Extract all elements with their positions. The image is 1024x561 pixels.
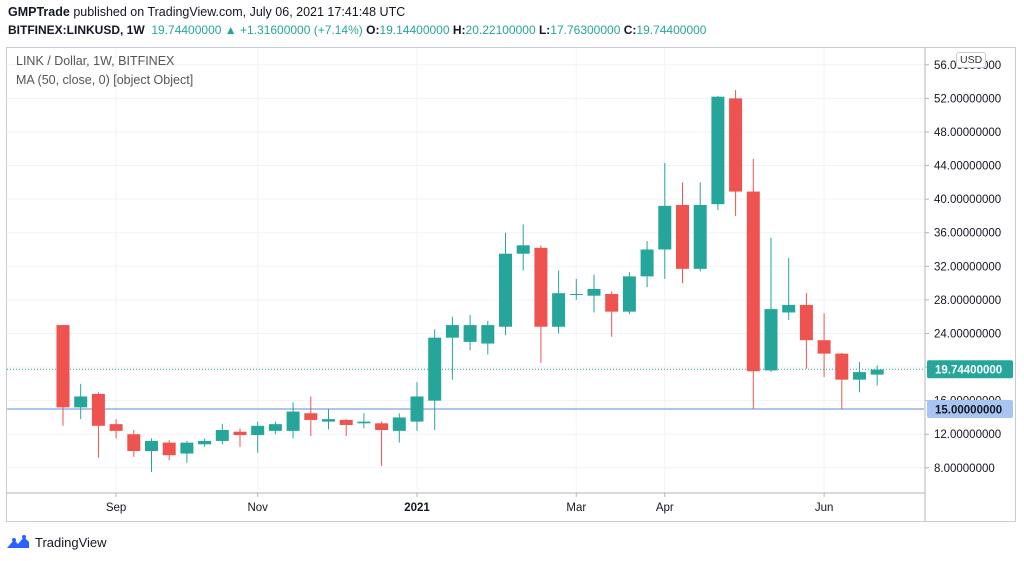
up-arrow-icon: ▲	[224, 23, 237, 37]
candle-body-up	[392, 417, 406, 431]
candle-body-down	[91, 393, 105, 426]
candle-body-up	[853, 372, 866, 380]
x-tick-label: Mar	[566, 502, 586, 514]
x-tick-label: Sep	[106, 502, 126, 514]
x-tick-label: Nov	[247, 502, 268, 514]
candle-body-down	[109, 424, 123, 431]
chart-frame	[6, 47, 1016, 522]
candle-body-up	[198, 440, 212, 445]
candle-body-up	[322, 419, 335, 422]
candle-body-up	[499, 253, 512, 327]
published-text: published on TradingView.com, July 06, 2…	[73, 5, 406, 19]
footer-brand-label: TradingView	[35, 534, 107, 550]
candle-body-down	[56, 325, 70, 408]
candle-body-up	[180, 442, 194, 454]
candle-body-up	[552, 293, 566, 327]
tradingview-logo-icon	[7, 535, 29, 548]
indicator-legend: MA (50, close, 0) [object Object]	[16, 73, 194, 87]
candle-body-down	[233, 431, 247, 436]
last-price-tag	[927, 360, 1013, 379]
candle-body-up	[357, 421, 371, 424]
candle-body-up	[870, 369, 884, 375]
last-price-tag-label: 19.74400000	[935, 365, 1002, 377]
candle-body-up	[569, 294, 583, 296]
publish-line: GMPTrade published on TradingView.com, J…	[8, 5, 405, 19]
candle-body-down	[304, 413, 318, 420]
candle-body-up	[640, 249, 654, 277]
candle-body-up	[658, 205, 672, 250]
close-value: 19.74400000	[636, 23, 707, 37]
candle-body-down	[534, 247, 548, 327]
support-price-tag	[927, 400, 1013, 419]
y-tick-label: 48.00000000	[934, 127, 1001, 139]
y-tick-label: 52.00000000	[934, 93, 1001, 105]
candle-body-up	[711, 96, 725, 205]
candle-body-up	[693, 205, 707, 269]
candle-body-down	[746, 191, 760, 372]
candle-body-down	[835, 353, 849, 380]
x-tick-label: 2021	[404, 502, 430, 514]
candle-body-down	[339, 419, 353, 425]
high-value: 20.22100000	[465, 23, 536, 37]
support-price-tag-label: 15.00000000	[935, 405, 1002, 417]
candle-body-down	[162, 442, 176, 456]
candle-body-up	[463, 325, 477, 342]
y-tick-label: 36.00000000	[934, 228, 1001, 240]
ohlc-line: BITFINEX:LINKUSD, 1W 19.74400000 ▲ +1.31…	[8, 23, 706, 37]
candle-body-up	[622, 276, 636, 312]
y-tick-label: 28.00000000	[934, 295, 1001, 307]
symbol-label: BITFINEX:LINKUSD, 1W	[8, 23, 145, 37]
candle-body-up	[410, 396, 424, 422]
candle-body-down	[127, 434, 141, 452]
candle-body-up	[145, 440, 158, 452]
candle-body-up	[764, 309, 778, 371]
footer-brand[interactable]: TradingView	[6, 534, 107, 550]
candle-body-up	[587, 288, 601, 296]
low-value: 17.76300000	[550, 23, 621, 37]
candle-body-up	[516, 245, 530, 254]
candle-body-down	[817, 340, 831, 354]
candle-body-down	[605, 294, 619, 312]
high-label: H:	[452, 23, 466, 37]
publisher-name: GMPTrade	[8, 5, 70, 19]
candle-body-up	[286, 411, 300, 431]
candle-body-up	[251, 425, 265, 436]
y-tick-label: 32.00000000	[934, 261, 1001, 273]
candle-body-up	[428, 337, 442, 401]
last-price: 19.74400000	[151, 23, 222, 37]
open-label: O:	[366, 23, 380, 37]
candle-body-up	[215, 430, 229, 441]
x-tick-label: Jun	[815, 502, 834, 514]
y-tick-label: 44.00000000	[934, 161, 1001, 173]
candle-body-down	[729, 98, 743, 192]
y-tick-label: 24.00000000	[934, 328, 1001, 340]
candle-body-up	[481, 325, 495, 344]
x-tick-label: Apr	[656, 502, 674, 514]
candle-body-up	[268, 424, 282, 431]
low-label: L:	[538, 23, 551, 37]
price-change: +1.31600000 (+7.14%)	[240, 23, 363, 37]
candle-body-down	[799, 304, 813, 341]
candle-body-down	[676, 205, 689, 269]
y-tick-label: 8.00000000	[934, 463, 995, 475]
open-value: 19.14400000	[379, 23, 450, 37]
currency-label[interactable]: USD	[956, 52, 987, 68]
candle-body-down	[375, 423, 389, 431]
y-tick-label: 12.00000000	[934, 429, 1001, 441]
close-label: C:	[623, 23, 637, 37]
chart-legend-title: LINK / Dollar, 1W, BITFINEX	[16, 54, 175, 68]
candle-body-up	[782, 304, 796, 313]
candle-body-up	[74, 396, 88, 408]
candle-body-up	[445, 325, 459, 338]
y-tick-label: 40.00000000	[934, 194, 1001, 206]
